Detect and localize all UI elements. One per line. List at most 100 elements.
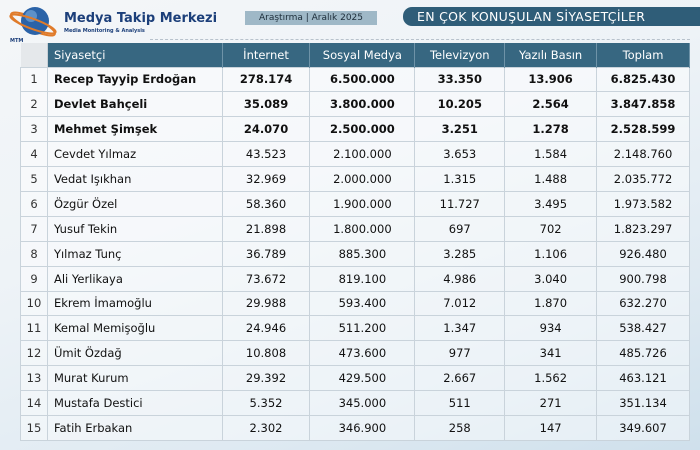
value-cell: 10.205 [414, 91, 506, 118]
rank-cell: 5 [20, 166, 48, 192]
value-cell: 926.480 [596, 240, 690, 267]
value-cell: 351.134 [596, 390, 690, 416]
value-cell: 21.898 [221, 215, 311, 242]
value-cell: 4.986 [414, 265, 506, 292]
politician-name-cell: Murat Kurum [46, 365, 223, 392]
value-cell: 511 [414, 390, 506, 416]
value-cell: 2.500.000 [309, 116, 416, 143]
value-cell: 697 [414, 215, 506, 242]
value-cell: 345.000 [309, 390, 416, 416]
value-cell: 1.488 [504, 166, 598, 192]
value-cell: 349.607 [596, 414, 690, 441]
value-cell: 3.251 [414, 116, 506, 143]
value-cell: 32.969 [221, 166, 311, 192]
value-cell: 2.528.599 [596, 116, 690, 143]
rank-cell: 1 [20, 66, 48, 93]
rank-cell: 2 [20, 91, 48, 118]
value-cell: 11.727 [414, 190, 506, 217]
column-header: Toplam [596, 43, 690, 67]
value-cell: 1.823.297 [596, 215, 690, 242]
table-row: 7 Yusuf Tekin 21.898 1.800.000 697 702 1.823.2… [20, 215, 690, 242]
rank-cell: 13 [20, 365, 48, 392]
rank-cell: 4 [20, 141, 48, 168]
value-cell: 885.300 [309, 240, 416, 267]
report-tag: Araştırma | Aralık 2025 [245, 11, 377, 25]
table-row: 10 Ekrem İmamoğlu 29.988 593.400 7.012 1.870 6… [20, 290, 690, 317]
table-row: 6 Özgür Özel 58.360 1.900.000 11.727 3.495 1.9… [20, 190, 690, 217]
politician-name-cell: Ekrem İmamoğlu [46, 290, 223, 317]
column-header: Yazılı Basın [504, 43, 598, 67]
rank-cell: 12 [20, 340, 48, 367]
value-cell: 2.100.000 [309, 141, 416, 168]
table-row: 14 Mustafa Destici 5.352 345.000 511 271 351.1… [20, 390, 690, 416]
politician-name-cell: Özgür Özel [46, 190, 223, 217]
table-row: 11 Kemal Memişoğlu 24.946 511.200 1.347 934 53… [20, 315, 690, 342]
politician-name-cell: Devlet Bahçeli [46, 91, 223, 118]
politician-name-cell: Kemal Memişoğlu [46, 315, 223, 342]
value-cell: 473.600 [309, 340, 416, 367]
value-cell: 258 [414, 414, 506, 441]
value-cell: 10.808 [221, 340, 311, 367]
politician-name-cell: Cevdet Yılmaz [46, 141, 223, 168]
politician-name-cell: Fatih Erbakan [46, 414, 223, 441]
value-cell: 3.495 [504, 190, 598, 217]
value-cell: 1.800.000 [309, 215, 416, 242]
value-cell: 278.174 [221, 66, 311, 93]
politician-name-cell: Yusuf Tekin [46, 215, 223, 242]
politician-name-cell: Yılmaz Tunç [46, 240, 223, 267]
rank-cell: 6 [20, 190, 48, 217]
value-cell: 1.347 [414, 315, 506, 342]
table-row: 3 Mehmet Şimşek 24.070 2.500.000 3.251 1.278 2… [20, 116, 690, 143]
divider [150, 39, 690, 40]
table-row: 4 Cevdet Yılmaz 43.523 2.100.000 3.653 1.584 2… [20, 141, 690, 168]
value-cell: 1.973.582 [596, 190, 690, 217]
table-row: 9 Ali Yerlikaya 73.672 819.100 4.986 3.040 900… [20, 265, 690, 292]
globe-logo-icon: MTM [9, 7, 57, 44]
column-header [20, 43, 48, 67]
value-cell: 2.000.000 [309, 166, 416, 192]
rank-cell: 15 [20, 414, 48, 441]
value-cell: 29.392 [221, 365, 311, 392]
value-cell: 1.562 [504, 365, 598, 392]
table-row: 15 Fatih Erbakan 2.302 346.900 258 147 349.607 [20, 414, 690, 441]
svg-text:MTM: MTM [10, 38, 23, 44]
value-cell: 463.121 [596, 365, 690, 392]
value-cell: 35.089 [221, 91, 311, 118]
table-row: 12 Ümit Özdağ 10.808 473.600 977 341 485.726 [20, 340, 690, 367]
value-cell: 3.285 [414, 240, 506, 267]
table-row: 13 Murat Kurum 29.392 429.500 2.667 1.562 463.… [20, 365, 690, 392]
politician-name-cell: Mustafa Destici [46, 390, 223, 416]
value-cell: 2.035.772 [596, 166, 690, 192]
value-cell: 819.100 [309, 265, 416, 292]
column-header: Sosyal Medya [309, 43, 416, 67]
value-cell: 1.315 [414, 166, 506, 192]
value-cell: 58.360 [221, 190, 311, 217]
value-cell: 2.564 [504, 91, 598, 118]
rank-cell: 8 [20, 240, 48, 267]
value-cell: 3.847.858 [596, 91, 690, 118]
value-cell: 36.789 [221, 240, 311, 267]
value-cell: 2.302 [221, 414, 311, 441]
value-cell: 1.870 [504, 290, 598, 317]
brand-name: Medya Takip Merkezi [64, 11, 218, 26]
value-cell: 593.400 [309, 290, 416, 317]
value-cell: 934 [504, 315, 598, 342]
value-cell: 485.726 [596, 340, 690, 367]
value-cell: 2.148.760 [596, 141, 690, 168]
politician-name-cell: Mehmet Şimşek [46, 116, 223, 143]
value-cell: 33.350 [414, 66, 506, 93]
politician-name-cell: Vedat Işıkhan [46, 166, 223, 192]
table-row: 5 Vedat Işıkhan 32.969 2.000.000 1.315 1.488 2… [20, 166, 690, 192]
value-cell: 73.672 [221, 265, 311, 292]
value-cell: 1.278 [504, 116, 598, 143]
value-cell: 6.500.000 [309, 66, 416, 93]
value-cell: 271 [504, 390, 598, 416]
value-cell: 43.523 [221, 141, 311, 168]
value-cell: 538.427 [596, 315, 690, 342]
value-cell: 3.653 [414, 141, 506, 168]
value-cell: 6.825.430 [596, 66, 690, 93]
column-header: Televizyon [414, 43, 506, 67]
rank-cell: 3 [20, 116, 48, 143]
value-cell: 511.200 [309, 315, 416, 342]
rank-cell: 14 [20, 390, 48, 416]
